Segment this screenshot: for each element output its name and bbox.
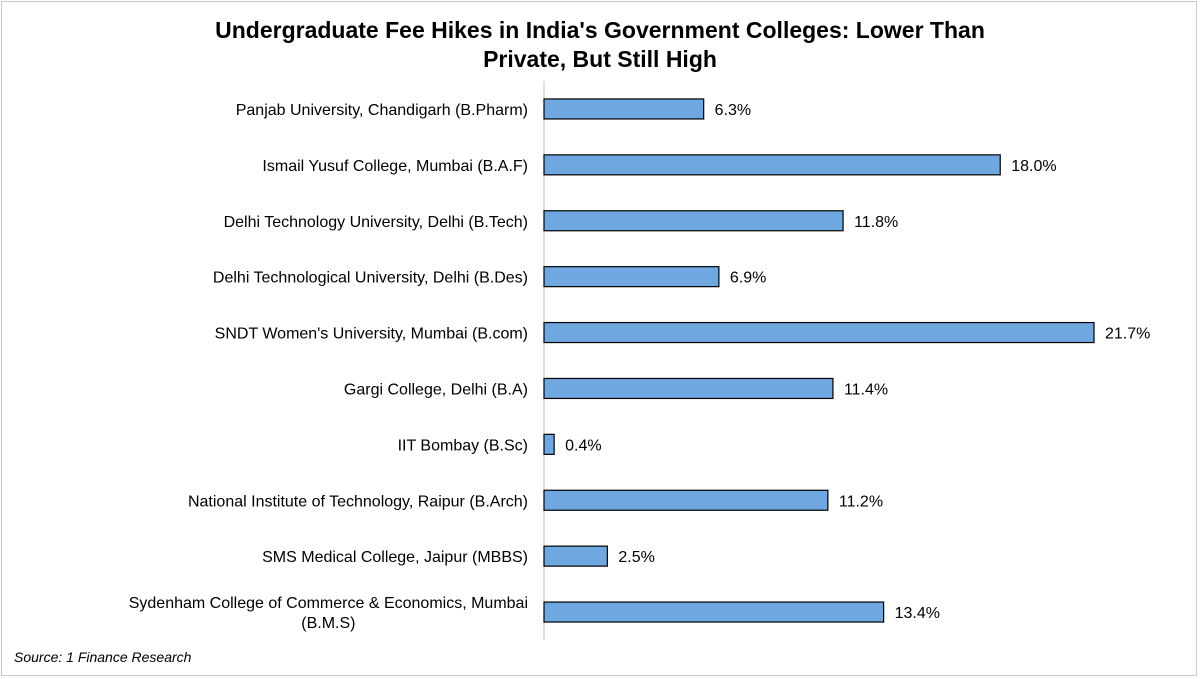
value-label: 11.4% — [844, 381, 888, 398]
value-label: 6.9% — [730, 270, 766, 287]
category-label: SNDT Women's University, Mumbai (B.com) — [215, 326, 528, 343]
bar — [543, 545, 608, 567]
value-label: 11.2% — [839, 493, 883, 510]
bar — [543, 489, 829, 511]
value-label: 6.3% — [715, 102, 751, 119]
category-label: Delhi Technological University, Delhi (B… — [213, 270, 528, 287]
bar — [543, 601, 885, 623]
value-label: 11.8% — [854, 214, 898, 231]
bar — [543, 433, 555, 455]
bar — [543, 321, 1095, 344]
category-label: National Institute of Technology, Raipur… — [188, 493, 528, 510]
value-label: 2.5% — [618, 549, 654, 566]
value-label: 0.4% — [565, 437, 601, 454]
bar — [543, 266, 720, 288]
bar — [543, 154, 1001, 176]
category-label: Gargi College, Delhi (B.A) — [344, 381, 528, 398]
category-label: Ismail Yusuf College, Mumbai (B.A.F) — [262, 158, 528, 175]
category-label: Panjab University, Chandigarh (B.Pharm) — [236, 102, 528, 119]
category-label: SMS Medical College, Jaipur (MBBS) — [262, 549, 528, 566]
bar — [543, 98, 705, 120]
bar — [543, 377, 834, 400]
category-label: IIT Bombay (B.Sc) — [398, 437, 528, 454]
source-note: Source: 1 Finance Research — [14, 649, 192, 665]
value-label: 13.4% — [895, 605, 940, 622]
category-label: Sydenham College of Commerce & Economics… — [129, 595, 528, 632]
bar — [543, 210, 844, 232]
category-label: Delhi Technology University, Delhi (B.Te… — [224, 214, 528, 231]
value-label: 18.0% — [1011, 158, 1056, 175]
chart-title: Undergraduate Fee Hikes in India's Gover… — [215, 17, 985, 72]
value-label: 21.7% — [1105, 326, 1150, 343]
